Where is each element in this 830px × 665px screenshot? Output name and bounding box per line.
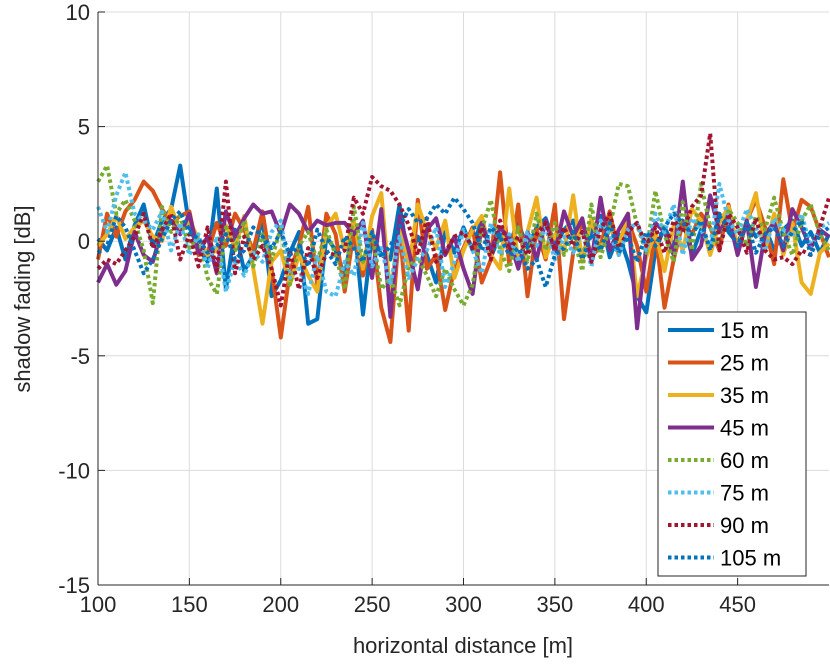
legend-entry: 35 m [720,383,769,408]
y-tick-label: -15 [58,573,90,598]
x-tick-label: 250 [354,592,391,617]
legend-entry: 75 m [720,481,769,506]
legend-entry: 60 m [720,448,769,473]
legend-entry: 45 m [720,416,769,441]
x-axis-label: horizontal distance [m] [353,633,573,658]
legend-entry: 25 m [720,351,769,376]
x-tick-label: 200 [262,592,299,617]
series-group [96,131,830,344]
series-line-75-m [96,170,830,299]
tick-labels: 100 150 200 250 300 350 400 450 -15 -10 -5 0 5 10 [58,0,756,617]
y-tick-label: -5 [70,344,90,369]
y-tick-label: 10 [66,0,90,25]
x-tick-label: 350 [537,592,574,617]
y-tick-label: 0 [78,229,90,254]
axes [97,11,829,586]
x-tick-label: 100 [80,592,117,617]
legend-box [657,311,807,577]
legend-entry: 90 m [720,513,769,538]
x-tick-label: 150 [171,592,208,617]
y-tick-label: -10 [58,458,90,483]
x-tick-label: 450 [719,592,756,617]
series-line-60-m [96,163,830,308]
x-tick-label: 400 [628,592,665,617]
legend-entry: 105 m [720,546,781,571]
y-tick-label: 5 [78,115,90,140]
x-tick-label: 300 [445,592,482,617]
legend-entry: 15 m [720,318,769,343]
y-axis-label: shadow fading [dB] [10,205,35,392]
legend: 15 m 25 m 35 m 45 m 60 m 75 m 90 m 105 m [657,311,807,577]
